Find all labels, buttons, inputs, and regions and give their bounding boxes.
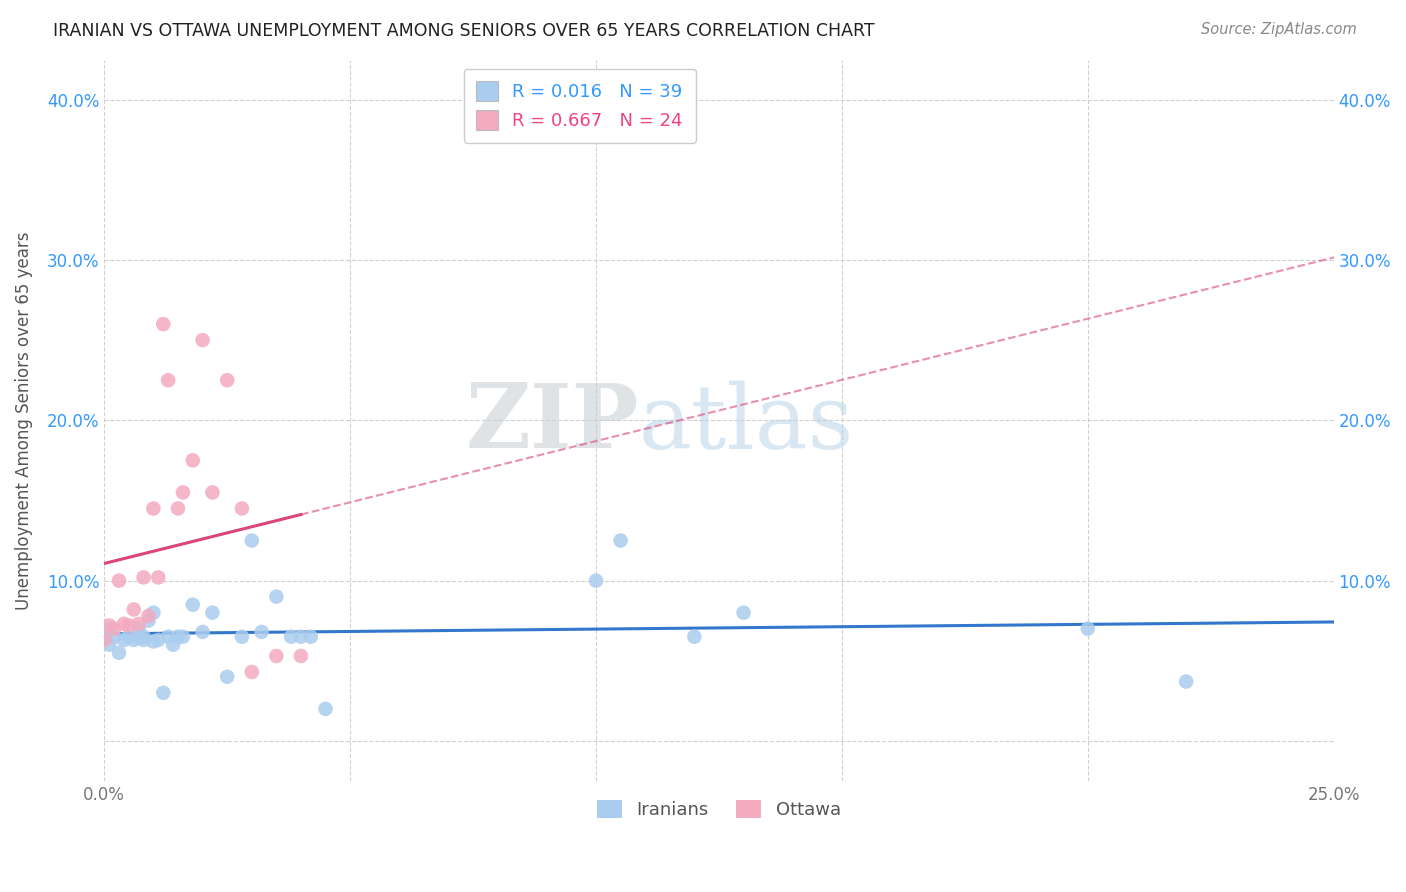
Point	[157, 630, 180, 644]
Point	[290, 648, 312, 663]
Point	[240, 533, 263, 548]
Point	[112, 632, 135, 647]
Point	[148, 632, 170, 647]
Point	[181, 598, 204, 612]
Y-axis label: Unemployment Among Seniors over 65 years: Unemployment Among Seniors over 65 years	[15, 231, 32, 609]
Point	[733, 606, 755, 620]
Point	[93, 630, 115, 644]
Point	[142, 606, 165, 620]
Point	[201, 485, 224, 500]
Point	[98, 638, 121, 652]
Point	[132, 630, 155, 644]
Point	[93, 632, 115, 647]
Text: ZIP: ZIP	[465, 380, 640, 467]
Point	[103, 630, 125, 644]
Legend: Iranians, Ottawa: Iranians, Ottawa	[589, 792, 848, 826]
Point	[181, 453, 204, 467]
Point	[98, 618, 121, 632]
Point	[138, 608, 160, 623]
Point	[172, 630, 194, 644]
Point	[122, 602, 145, 616]
Point	[132, 570, 155, 584]
Point	[217, 670, 239, 684]
Point	[103, 622, 125, 636]
Point	[128, 616, 150, 631]
Point	[142, 501, 165, 516]
Point	[108, 646, 131, 660]
Text: Source: ZipAtlas.com: Source: ZipAtlas.com	[1201, 22, 1357, 37]
Point	[315, 702, 337, 716]
Text: IRANIAN VS OTTAWA UNEMPLOYMENT AMONG SENIORS OVER 65 YEARS CORRELATION CHART: IRANIAN VS OTTAWA UNEMPLOYMENT AMONG SEN…	[53, 22, 875, 40]
Point	[191, 333, 214, 347]
Point	[191, 624, 214, 639]
Point	[290, 630, 312, 644]
Point	[299, 630, 322, 644]
Point	[266, 590, 288, 604]
Point	[683, 630, 706, 644]
Point	[157, 373, 180, 387]
Point	[162, 638, 184, 652]
Point	[240, 665, 263, 679]
Point	[231, 630, 253, 644]
Point	[98, 622, 121, 636]
Point	[167, 630, 190, 644]
Point	[122, 632, 145, 647]
Point	[280, 630, 302, 644]
Point	[142, 634, 165, 648]
Point	[118, 630, 141, 644]
Point	[217, 373, 239, 387]
Text: atlas: atlas	[640, 380, 855, 467]
Point	[266, 648, 288, 663]
Point	[609, 533, 631, 548]
Point	[152, 317, 174, 331]
Point	[172, 485, 194, 500]
Point	[1175, 674, 1198, 689]
Point	[128, 622, 150, 636]
Point	[132, 632, 155, 647]
Point	[138, 614, 160, 628]
Point	[231, 501, 253, 516]
Point	[118, 618, 141, 632]
Point	[585, 574, 607, 588]
Point	[152, 686, 174, 700]
Point	[112, 616, 135, 631]
Point	[148, 570, 170, 584]
Point	[201, 606, 224, 620]
Point	[128, 630, 150, 644]
Point	[167, 501, 190, 516]
Point	[1077, 622, 1099, 636]
Point	[108, 574, 131, 588]
Point	[250, 624, 273, 639]
